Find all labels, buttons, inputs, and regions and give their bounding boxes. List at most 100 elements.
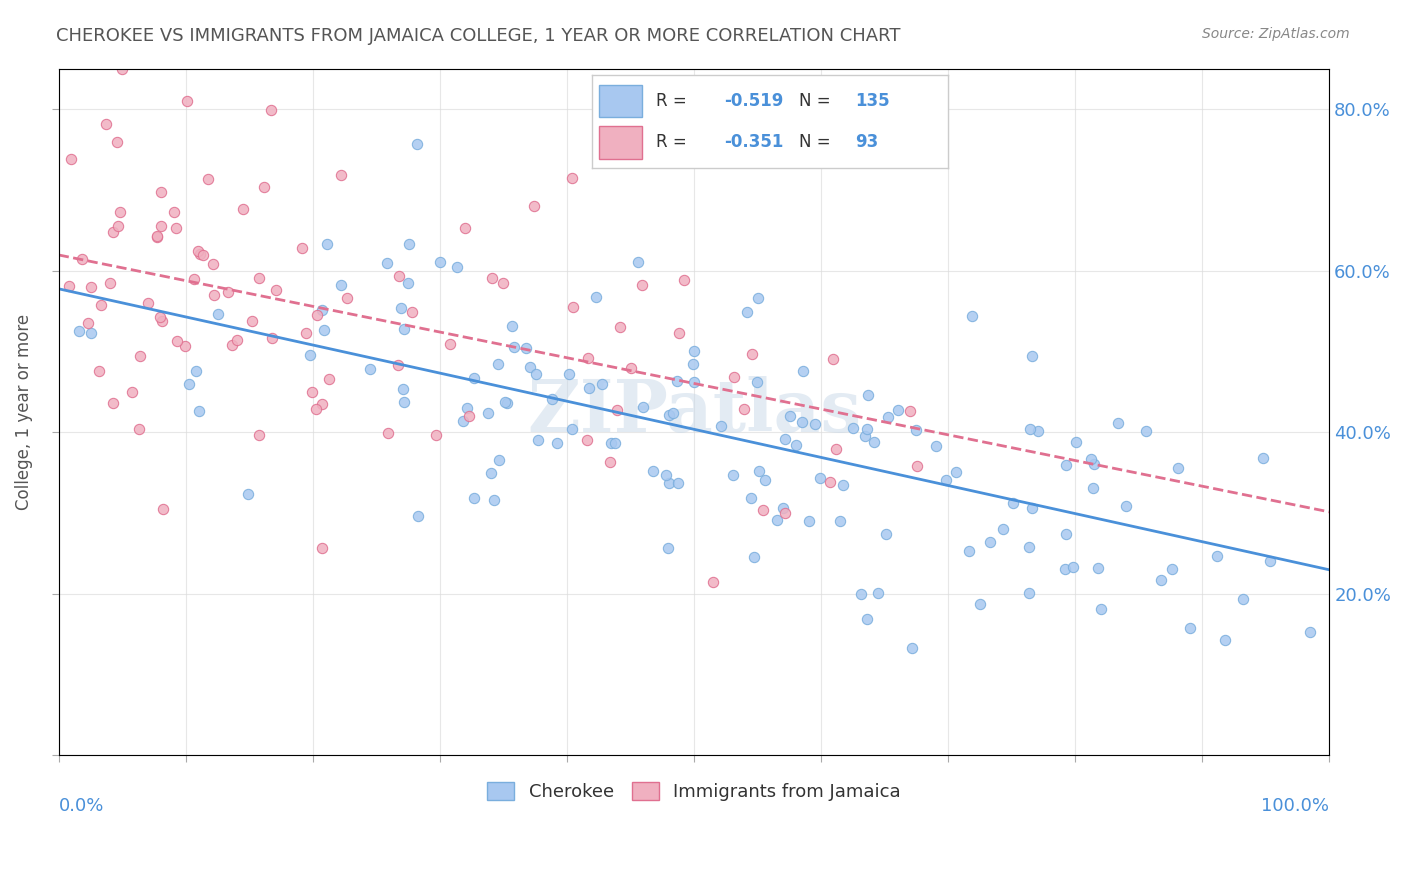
Point <box>630 278 652 293</box>
Point <box>301 385 323 400</box>
Point <box>766 513 789 527</box>
Point <box>406 509 429 524</box>
Point <box>166 334 188 349</box>
Point <box>576 434 599 448</box>
Point <box>585 289 607 303</box>
Point <box>799 514 821 528</box>
Point <box>832 477 855 491</box>
Point <box>1054 458 1077 472</box>
Point <box>957 544 980 558</box>
Point <box>149 219 172 233</box>
Point <box>1107 416 1129 430</box>
Point <box>658 136 681 150</box>
Point <box>853 429 876 443</box>
Point <box>1150 573 1173 587</box>
Point <box>779 409 801 424</box>
Point <box>314 323 336 337</box>
Point <box>107 219 129 233</box>
Point <box>387 358 409 372</box>
Point <box>260 103 283 117</box>
Point <box>1062 560 1084 574</box>
Point <box>291 241 314 255</box>
Point <box>101 396 124 410</box>
Point <box>152 313 174 327</box>
Point <box>311 302 333 317</box>
Point <box>1213 632 1236 647</box>
Point <box>70 252 93 266</box>
Point <box>165 220 187 235</box>
Point <box>305 308 328 322</box>
Point <box>486 358 509 372</box>
Point <box>128 422 150 436</box>
Point <box>1299 624 1322 639</box>
Point <box>318 372 340 386</box>
Point <box>523 199 546 213</box>
Point <box>264 283 287 297</box>
Point <box>682 357 704 371</box>
Point <box>294 326 316 341</box>
Point <box>748 464 770 478</box>
Point <box>1205 549 1227 563</box>
Point <box>1160 561 1182 575</box>
Point <box>311 541 333 556</box>
Point <box>149 310 172 324</box>
Point <box>546 436 568 450</box>
Point <box>591 377 613 392</box>
Point <box>605 436 627 450</box>
Point <box>425 428 447 442</box>
Point <box>188 404 211 418</box>
Point <box>406 136 429 151</box>
Point <box>217 285 239 299</box>
Point <box>77 316 100 330</box>
Point <box>496 396 519 410</box>
Point <box>733 401 755 416</box>
Point <box>1066 434 1088 449</box>
Point <box>150 186 173 200</box>
Text: Source: ZipAtlas.com: Source: ZipAtlas.com <box>1202 27 1350 41</box>
Point <box>187 244 209 258</box>
Point <box>392 382 415 396</box>
Point <box>702 575 724 590</box>
Point <box>747 376 769 390</box>
Point <box>80 326 103 340</box>
Point <box>1232 591 1254 606</box>
Point <box>631 401 654 415</box>
Point <box>1053 562 1076 576</box>
Point <box>1021 349 1043 363</box>
Point <box>643 464 665 478</box>
Point <box>751 503 773 517</box>
Point <box>145 229 167 244</box>
Point <box>121 384 143 399</box>
Point <box>905 458 928 473</box>
Point <box>668 326 690 341</box>
Point <box>463 491 485 505</box>
Point <box>905 423 928 437</box>
Point <box>1180 622 1202 636</box>
Point <box>682 343 704 358</box>
Point <box>176 94 198 108</box>
Point <box>481 271 503 285</box>
Point <box>875 527 897 541</box>
Point <box>945 465 967 479</box>
Point <box>482 493 505 508</box>
Point <box>773 506 796 520</box>
Point <box>105 135 128 149</box>
Point <box>446 260 468 274</box>
Point <box>58 278 80 293</box>
Point <box>672 273 695 287</box>
Point <box>146 230 169 244</box>
Point <box>969 597 991 611</box>
Point <box>527 433 550 447</box>
Point <box>741 347 763 361</box>
Point <box>238 487 260 501</box>
Point <box>59 152 82 166</box>
Point <box>792 415 814 429</box>
Point <box>710 419 733 434</box>
Point <box>392 321 415 335</box>
Point <box>184 364 207 378</box>
Point <box>599 435 621 450</box>
Point <box>188 247 211 261</box>
Point <box>110 62 132 76</box>
Point <box>174 339 197 353</box>
Point <box>541 392 564 406</box>
